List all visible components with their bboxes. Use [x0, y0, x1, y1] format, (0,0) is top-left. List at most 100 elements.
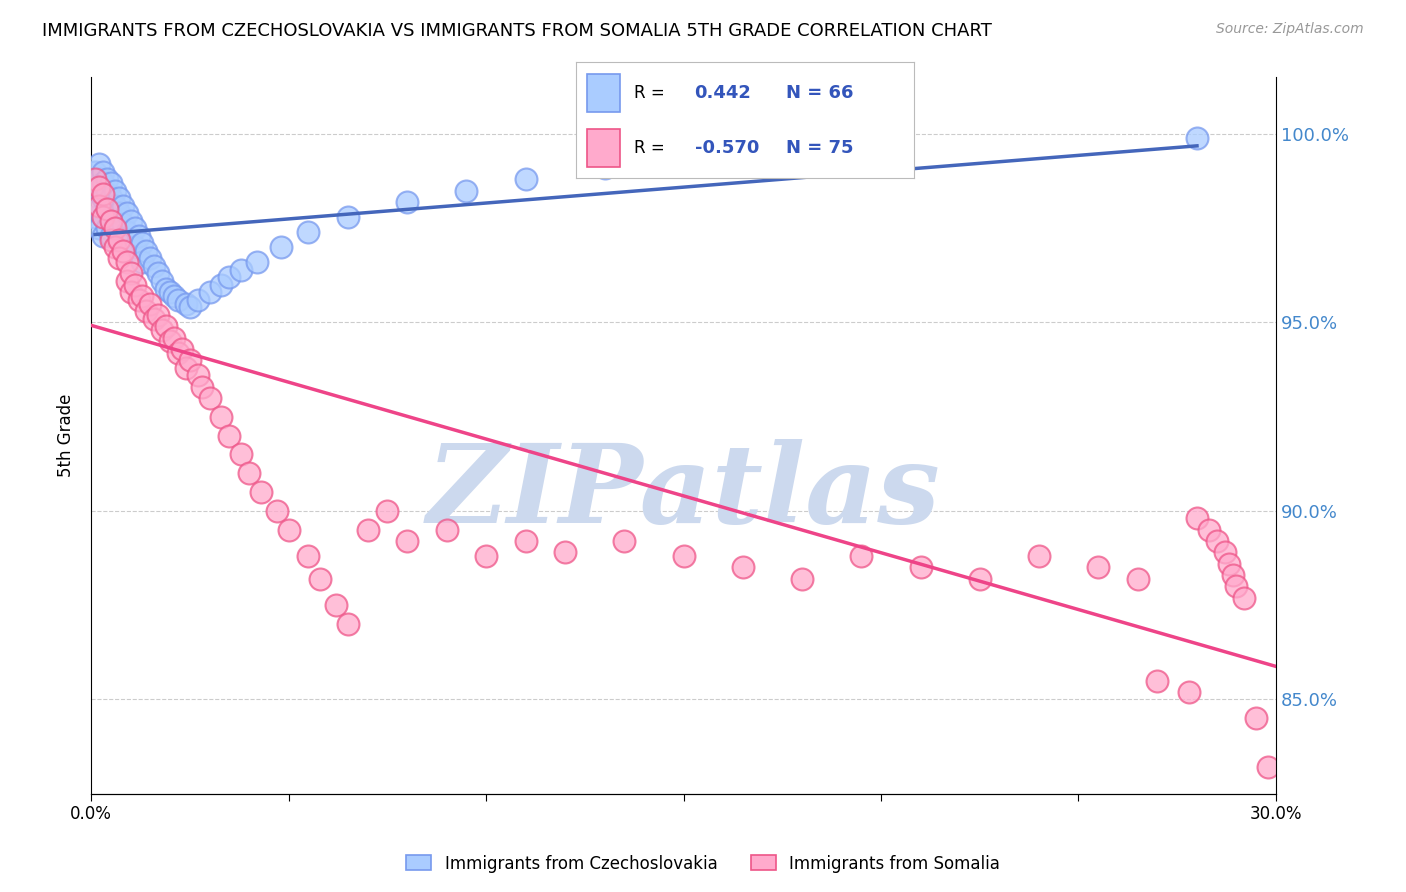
- Point: [91, 164, 114, 178]
- Point: [115, 274, 138, 288]
- Point: [790, 145, 813, 160]
- Point: [135, 304, 157, 318]
- Point: [91, 191, 114, 205]
- Point: [475, 549, 498, 564]
- Point: [148, 267, 170, 281]
- Point: [91, 176, 114, 190]
- Point: [356, 523, 378, 537]
- Bar: [586, 128, 620, 167]
- Point: [150, 274, 173, 288]
- Point: [107, 206, 129, 220]
- Point: [131, 236, 153, 251]
- Point: [1178, 685, 1201, 699]
- Point: [969, 572, 991, 586]
- Point: [111, 218, 134, 232]
- Point: [163, 289, 186, 303]
- Point: [325, 598, 347, 612]
- Point: [554, 545, 576, 559]
- Point: [436, 523, 458, 537]
- Point: [107, 225, 129, 239]
- Point: [87, 157, 110, 171]
- Point: [211, 409, 233, 424]
- Point: [167, 293, 190, 307]
- Point: [396, 534, 419, 549]
- Point: [115, 206, 138, 220]
- Point: [87, 199, 110, 213]
- Point: [336, 617, 359, 632]
- Point: [124, 240, 146, 254]
- Point: [1028, 549, 1050, 564]
- Point: [150, 323, 173, 337]
- Text: R =: R =: [634, 84, 665, 103]
- Point: [100, 210, 122, 224]
- Point: [107, 233, 129, 247]
- Point: [139, 252, 162, 266]
- Point: [731, 560, 754, 574]
- Point: [179, 353, 201, 368]
- Y-axis label: 5th Grade: 5th Grade: [58, 394, 75, 477]
- Point: [104, 199, 127, 213]
- Point: [672, 549, 695, 564]
- Point: [396, 194, 419, 209]
- Point: [143, 311, 166, 326]
- Text: N = 75: N = 75: [786, 138, 853, 157]
- Point: [198, 285, 221, 300]
- Point: [187, 293, 209, 307]
- Text: 0.442: 0.442: [695, 84, 751, 103]
- Point: [100, 176, 122, 190]
- Point: [170, 342, 193, 356]
- Point: [187, 368, 209, 383]
- Point: [91, 210, 114, 224]
- Point: [100, 191, 122, 205]
- Point: [1222, 568, 1244, 582]
- Point: [167, 345, 190, 359]
- Point: [84, 184, 107, 198]
- Point: [336, 210, 359, 224]
- Point: [266, 504, 288, 518]
- Point: [1205, 534, 1227, 549]
- Point: [128, 293, 150, 307]
- Point: [124, 277, 146, 292]
- Point: [91, 187, 114, 202]
- Point: [692, 153, 714, 168]
- Point: [231, 447, 253, 461]
- Point: [135, 244, 157, 258]
- Point: [128, 228, 150, 243]
- Point: [91, 228, 114, 243]
- Bar: [586, 74, 620, 112]
- Point: [1146, 673, 1168, 688]
- Point: [179, 301, 201, 315]
- Point: [218, 428, 240, 442]
- Point: [593, 161, 616, 175]
- Point: [120, 267, 142, 281]
- Point: [107, 252, 129, 266]
- Point: [174, 360, 197, 375]
- Point: [100, 213, 122, 227]
- Point: [277, 523, 299, 537]
- Point: [250, 485, 273, 500]
- Point: [87, 184, 110, 198]
- Point: [1087, 560, 1109, 574]
- Point: [91, 210, 114, 224]
- Point: [211, 277, 233, 292]
- Point: [104, 184, 127, 198]
- Text: R =: R =: [634, 138, 665, 157]
- Point: [87, 221, 110, 235]
- Text: IMMIGRANTS FROM CZECHOSLOVAKIA VS IMMIGRANTS FROM SOMALIA 5TH GRADE CORRELATION : IMMIGRANTS FROM CZECHOSLOVAKIA VS IMMIGR…: [42, 22, 993, 40]
- Point: [159, 334, 181, 349]
- Text: N = 66: N = 66: [786, 84, 853, 103]
- Point: [163, 330, 186, 344]
- Point: [515, 534, 537, 549]
- Point: [1126, 572, 1149, 586]
- Point: [104, 240, 127, 254]
- Point: [104, 218, 127, 232]
- Point: [120, 213, 142, 227]
- Point: [131, 289, 153, 303]
- Point: [111, 199, 134, 213]
- Point: [1185, 511, 1208, 525]
- Point: [870, 138, 893, 153]
- Point: [143, 259, 166, 273]
- Point: [100, 228, 122, 243]
- Point: [139, 296, 162, 310]
- Point: [96, 202, 118, 217]
